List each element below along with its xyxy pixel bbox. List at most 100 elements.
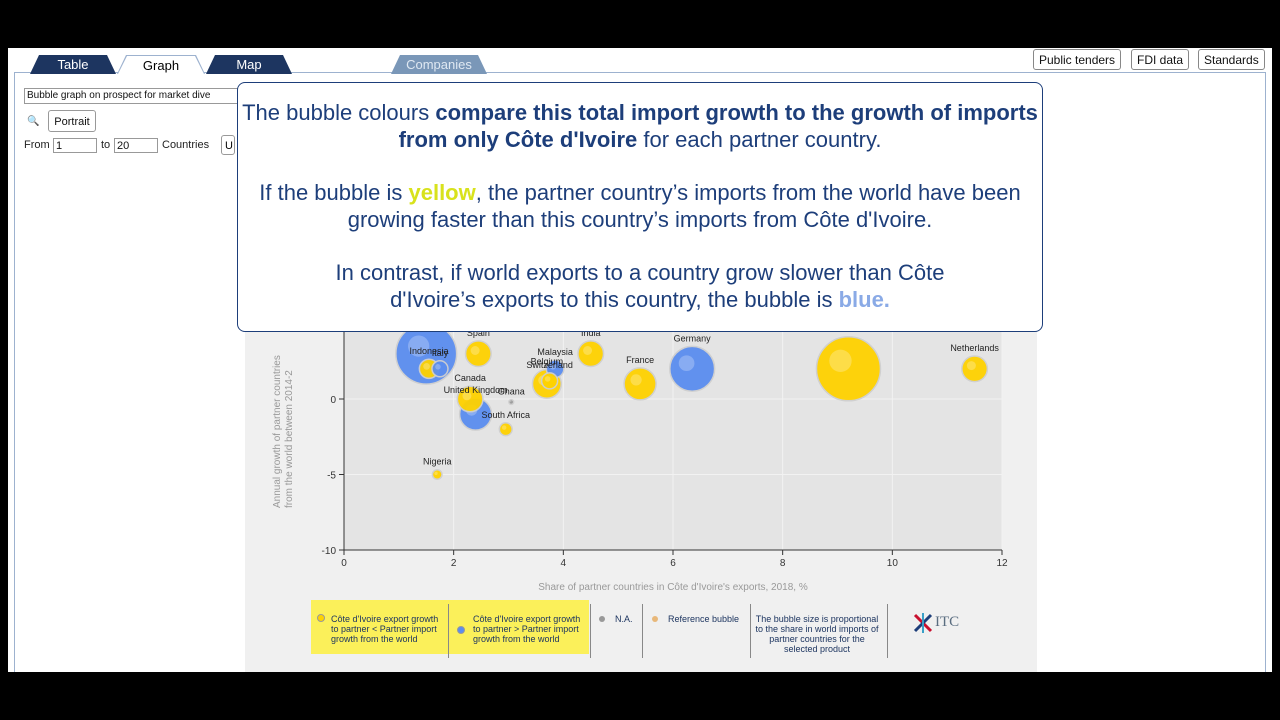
bubble-label: Canada bbox=[454, 373, 486, 383]
bubble bbox=[508, 398, 515, 406]
explanation-callout: The bubble colours compare this total im… bbox=[237, 82, 1043, 332]
y-axis-label-line1: Annual growth of partner countries bbox=[272, 355, 283, 508]
bubble-label: Switzerland bbox=[526, 360, 573, 370]
x-axis-label: Share of partner countries in Côte d'Ivo… bbox=[538, 582, 808, 593]
x-tick-label: 10 bbox=[887, 558, 899, 569]
bubble-label: Germany bbox=[674, 333, 712, 343]
callout-text: , the partner country’s imports from the… bbox=[347, 180, 1021, 232]
legend-divider bbox=[642, 604, 643, 658]
bubble-label: Malaysia bbox=[537, 347, 573, 357]
bubble bbox=[540, 372, 559, 390]
x-tick-label: 6 bbox=[670, 558, 676, 569]
legend-divider bbox=[887, 604, 888, 658]
bubble-highlight bbox=[829, 349, 852, 372]
x-tick-label: 0 bbox=[341, 558, 347, 569]
fdi-data-button[interactable]: FDI data bbox=[1131, 49, 1190, 70]
bubble-label: United Kingdom bbox=[444, 385, 508, 395]
tab-table[interactable]: Table bbox=[30, 55, 116, 74]
callout-text: If the bubble is bbox=[259, 180, 409, 205]
legend-blue-dot bbox=[457, 626, 465, 634]
standards-button[interactable]: Standards bbox=[1198, 49, 1265, 70]
bubble-highlight bbox=[501, 425, 507, 430]
callout-text-blue: blue. bbox=[838, 287, 890, 312]
tab-graph[interactable]: Graph bbox=[117, 55, 205, 74]
public-tenders-button[interactable]: Public tenders bbox=[1033, 49, 1122, 70]
x-tick-label: 8 bbox=[780, 558, 786, 569]
bubble bbox=[623, 367, 657, 401]
itc-logo-text: ITC bbox=[935, 614, 960, 630]
from-input[interactable]: 1 bbox=[53, 138, 97, 153]
tab-graph-label: Graph bbox=[118, 56, 204, 74]
callout-paragraph-2: If the bubble is yellow, the partner cou… bbox=[238, 179, 1042, 233]
content-panel bbox=[14, 72, 1266, 672]
bubble-highlight bbox=[462, 391, 472, 401]
bubble-highlight bbox=[435, 364, 441, 370]
x-tick-label: 4 bbox=[561, 558, 567, 569]
bubble-highlight bbox=[423, 363, 430, 370]
bubble-label: Netherlands bbox=[950, 343, 999, 353]
bubble bbox=[669, 345, 716, 392]
bubble bbox=[498, 422, 513, 437]
portrait-button[interactable]: Portrait bbox=[48, 110, 96, 132]
callout-text-yellow: yellow bbox=[408, 180, 476, 205]
legend-item-reference: Reference bubble bbox=[668, 614, 740, 624]
x-tick-label: 2 bbox=[451, 558, 457, 569]
callout-paragraph-3: In contrast, if world exports to a count… bbox=[238, 259, 1042, 313]
legend-reference-dot bbox=[652, 616, 658, 622]
chart-legend: Côte d'Ivoire export growth to partner <… bbox=[311, 600, 911, 658]
tab-companies: Companies bbox=[391, 55, 487, 74]
magnifier-icon[interactable]: 🔍 bbox=[27, 116, 40, 127]
itc-logo-icon bbox=[913, 613, 933, 633]
bubble-highlight bbox=[630, 374, 642, 386]
bubble bbox=[431, 468, 443, 481]
to-input[interactable]: 20 bbox=[114, 138, 158, 153]
bubble bbox=[815, 336, 882, 402]
tab-map[interactable]: Map bbox=[206, 55, 292, 74]
callout-text: The bubble colours bbox=[242, 100, 436, 125]
bubble-highlight bbox=[549, 363, 556, 370]
bubble-highlight bbox=[509, 400, 512, 403]
to-label: to bbox=[101, 139, 111, 151]
countries-label: Countries bbox=[162, 139, 210, 151]
callout-text: In contrast, if world exports to a count… bbox=[335, 260, 945, 312]
legend-divider bbox=[448, 604, 449, 658]
bubble-label: Indonesia bbox=[409, 346, 448, 356]
bubble-label: Ghana bbox=[498, 387, 525, 397]
bubble-label: Belgium bbox=[531, 357, 564, 367]
bubble-highlight bbox=[583, 346, 593, 355]
unit-select[interactable]: U bbox=[221, 135, 235, 155]
bubble-label: India bbox=[581, 328, 601, 338]
legend-divider bbox=[590, 604, 591, 658]
bubble-highlight bbox=[434, 471, 438, 475]
y-tick-label: 0 bbox=[330, 395, 336, 406]
itc-logo: ITC bbox=[913, 611, 969, 635]
callout-text: for each partner country. bbox=[637, 127, 882, 152]
bubble bbox=[464, 340, 492, 368]
legend-na-dot bbox=[599, 616, 605, 622]
y-tick-label: -10 bbox=[322, 546, 337, 557]
x-tick-label: 12 bbox=[996, 558, 1008, 569]
callout-text-bold: compare this total import growth to the … bbox=[398, 100, 1038, 152]
chart-type-select[interactable]: Bubble graph on prospect for market dive bbox=[24, 88, 238, 104]
bubble-highlight bbox=[470, 346, 480, 355]
bubble-label: Spain bbox=[467, 328, 490, 338]
bubble-highlight bbox=[544, 376, 551, 382]
application-window: Table Graph Map Companies Public tenders… bbox=[8, 48, 1272, 672]
legend-item-na: N.A. bbox=[615, 614, 633, 624]
y-tick-label: -5 bbox=[327, 471, 336, 482]
bubble-label: Italy bbox=[432, 348, 449, 358]
bubble-label: France bbox=[626, 355, 654, 365]
bubble-highlight bbox=[678, 355, 695, 372]
from-label: From bbox=[24, 139, 50, 151]
legend-divider bbox=[750, 604, 751, 658]
bubble bbox=[431, 360, 449, 378]
bubble bbox=[577, 340, 605, 368]
legend-size-note: The bubble size is proportional to the s… bbox=[755, 614, 879, 654]
legend-item-blue: Côte d'Ivoire export growth to partner >… bbox=[473, 614, 581, 644]
legend-item-yellow: Côte d'Ivoire export growth to partner <… bbox=[331, 614, 439, 644]
bubble-highlight bbox=[966, 361, 976, 371]
y-axis-label-line2: from the world between 2014-2 bbox=[284, 370, 295, 508]
bubble-highlight bbox=[408, 335, 430, 357]
bubble bbox=[456, 385, 484, 413]
callout-paragraph-1: The bubble colours compare this total im… bbox=[238, 99, 1042, 153]
